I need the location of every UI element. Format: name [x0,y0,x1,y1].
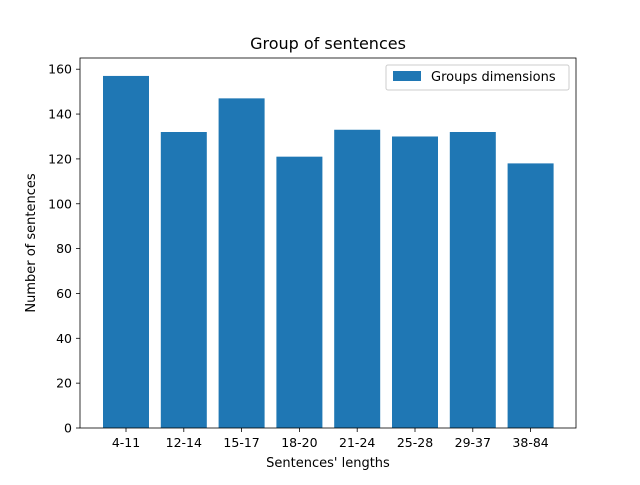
y-tick-label: 120 [48,151,72,166]
bar-15-17 [218,98,265,428]
bar-12-14 [160,132,207,428]
bar-18-20 [276,156,323,428]
x-tick-label: 21-24 [339,435,375,450]
x-tick-label: 25-28 [397,435,433,450]
x-tick-label: 18-20 [281,435,317,450]
y-tick-label: 80 [56,241,72,256]
x-tick-label: 15-17 [223,435,259,450]
y-tick-label: 160 [48,62,72,77]
x-axis-label: Sentences' lengths [266,456,390,471]
y-axis-ticks: 0 20 40 60 80 100 120 140 160 [48,62,80,436]
y-tick-label: 20 [56,376,72,391]
legend-entry-label: Groups dimensions [431,70,556,85]
x-tick-label: 4-11 [112,435,140,450]
bar-25-28 [392,136,438,428]
legend: Groups dimensions [385,64,570,91]
x-tick-label: 29-37 [455,435,491,450]
bar-38-84 [507,163,554,429]
y-tick-label: 140 [48,107,72,122]
bar-4-11 [103,75,149,428]
y-axis-label: Number of sentences [24,173,39,313]
bars-group [103,75,554,429]
legend-swatch [393,71,421,81]
x-tick-label: 12-14 [166,435,202,450]
bar-29-37 [449,132,496,428]
bar-21-24 [334,129,381,428]
y-tick-label: 60 [56,286,72,301]
plot-frame [79,57,577,429]
legend-box [385,64,570,91]
x-axis-ticks: 4-11 12-14 15-17 18-20 21-24 25-28 29-37 38-84 [112,428,549,450]
y-tick-label: 40 [56,331,72,346]
y-tick-label: 0 [64,421,72,436]
y-tick-label: 100 [48,196,72,211]
chart-title: Group of sentences [250,34,406,53]
x-tick-label: 38-84 [512,435,548,450]
